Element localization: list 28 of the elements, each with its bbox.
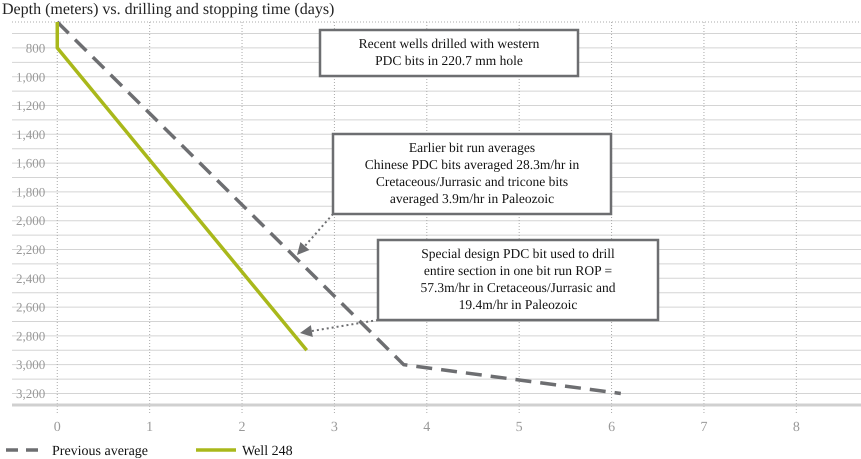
- annotation: Recent wells drilled with western PDC bits in 220.7 mm hole: [358, 36, 540, 68]
- legend-label: Well 248: [242, 444, 293, 459]
- x-tick-label: 7: [700, 420, 708, 435]
- annotation: Special design PDC bit used to drill entire section in one bit run ROP = 57.3m/hr in Cretaceous/Jurrasic and 19.4m/hr in Paleozoic: [420, 246, 616, 312]
- y-tick-label: 2,800: [16, 328, 46, 344]
- y-tick-label: 1,600: [16, 156, 46, 171]
- x-tick-label: 8: [792, 420, 800, 435]
- y-tick-label: 1,200: [16, 98, 46, 114]
- x-tick-label: 4: [423, 420, 430, 435]
- y-tick-label: 800: [26, 40, 46, 56]
- annotation: Earlier bit run averages Chinese PDC bits averaged 28.3m/hr in Cretaceous/Jurrasic and tricone bits averaged 3.9m/hr in Paleozoic: [364, 140, 580, 206]
- x-tick-label: 1: [146, 420, 154, 435]
- y-tick-label: 2,600: [16, 300, 46, 315]
- legend-label: Previous average: [52, 444, 148, 459]
- y-tick-label: 3,200: [16, 386, 46, 402]
- y-tick-label: 2,400: [16, 270, 46, 286]
- y-tick-label: 1,400: [16, 126, 46, 142]
- y-tick-label: 2,200: [16, 242, 46, 258]
- x-tick-label: 0: [54, 420, 61, 435]
- x-tick-label: 5: [516, 420, 523, 435]
- y-tick-label: 1,800: [16, 184, 46, 200]
- x-tick-label: 6: [608, 420, 616, 435]
- chart-title: Depth (meters) vs. drilling and stopping time (days): [2, 1, 334, 18]
- y-tick-label: 1,000: [16, 69, 46, 84]
- y-tick-label: 3,000: [16, 357, 46, 372]
- y-tick-label: 2,000: [16, 213, 46, 228]
- x-tick-label: 2: [238, 420, 246, 435]
- x-tick-label: 3: [330, 420, 338, 435]
